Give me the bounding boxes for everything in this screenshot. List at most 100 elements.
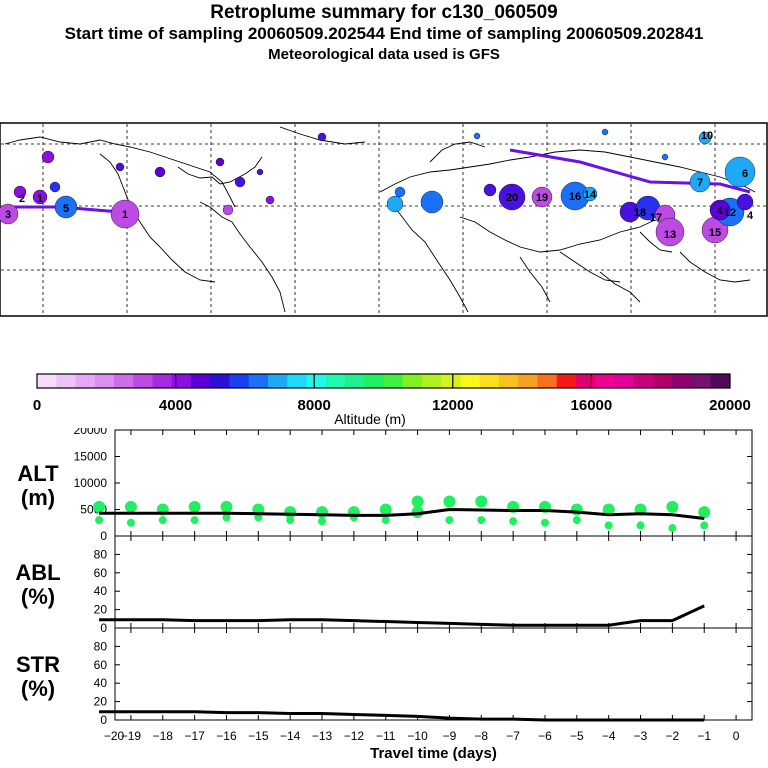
altitude-point [698,506,711,519]
colorbar-cell [191,374,211,388]
trajectory-point [698,131,712,145]
map-trajectory-label: 3 [5,209,11,221]
colorbar-cell [672,374,692,388]
colorbar-tick-label: 8000 [298,397,331,414]
colorbar-cell [37,374,57,388]
plot-title: Retroplume summary for c130_060509 [210,2,558,23]
colorbar-cell [306,374,327,388]
altitude-point [411,495,424,508]
altitude-point [509,517,518,526]
panel-frame [114,535,753,629]
altitude-point [445,516,454,525]
trajectory-point [115,162,125,172]
x-axis-label: Travel time (days) [370,745,497,762]
x-tick-label: −3 [634,729,648,743]
y-tick-label: 40 [94,676,108,690]
series-line [99,710,705,722]
map-trajectory-label: 13 [664,229,676,241]
colorbar-cell [479,374,500,388]
altitude-point [124,500,137,513]
map-trajectory-label: 19 [536,192,548,204]
trajectory-point [154,166,166,178]
colorbar-cell [422,374,442,388]
trajectory-point [709,199,731,221]
altitude-point [379,503,392,516]
colorbar-cell [710,374,731,388]
colorbar-cell [152,374,173,388]
altitude-point [540,518,549,527]
x-tick-label: −16 [216,729,237,743]
y-tick-label: 20 [94,695,108,709]
trajectory-point [582,186,598,202]
altitude-point [572,516,581,525]
trajectory-point [215,157,225,167]
colorbar-title: Altitude (m) [334,411,406,427]
colorbar-cell [441,374,461,388]
map-trajectory-label: 17 [650,212,662,224]
colorbar-cell [287,374,307,388]
x-tick-label: −9 [443,729,457,743]
x-tick-label: −2 [666,729,680,743]
x-tick-label: −17 [184,729,205,743]
colorbar-cell [499,374,519,388]
colorbar-cell [171,374,192,388]
colorbar-cell [633,374,654,388]
colorbar-cell [460,374,481,388]
trajectory-point [110,199,140,229]
altitude-point [286,516,295,525]
colorbar-cell [595,374,615,388]
colorbar-cell [325,374,346,388]
altitude-point [93,500,106,513]
panel-ylabel: (%) [21,676,55,701]
met-data-note: Meteorological data used is GFS [268,46,500,63]
map-trajectory-label: 1 [122,209,128,221]
trajectory-point [54,195,78,219]
trajectory-point [601,128,609,136]
trajectory-point [32,189,48,205]
colorbar-cell [518,374,538,388]
trajectory-point [689,171,711,193]
altitude-point [158,516,167,525]
map-trajectory-label: 10 [701,130,713,142]
y-tick-label: 60 [94,566,108,580]
colorbar-cell [383,374,404,388]
x-tick-label: −13 [312,729,333,743]
x-tick-label: −12 [344,729,365,743]
map-trajectory-label: 4 [717,205,724,217]
map-trajectory-label: 6 [742,168,748,180]
colorbar-cell [402,374,423,388]
colorbar-tick-label: 12000 [432,397,474,414]
y-tick-label: 10000 [74,476,108,490]
x-tick-label: −15 [248,729,269,743]
altitude-point [668,524,677,533]
trajectory-point [655,217,685,247]
colorbar-cell [229,374,250,388]
trajectory-point [256,168,264,176]
trajectory-point [317,132,327,142]
colorbar-cell [94,374,115,388]
x-tick-label: −10 [407,729,428,743]
x-tick-label: −4 [602,729,616,743]
x-tick-label: −7 [506,729,520,743]
map-trajectory-label: 5 [63,203,69,215]
altitude-point [666,500,679,513]
colorbar-cell [537,374,558,388]
y-tick-label: 40 [94,584,108,598]
trajectory-point [222,204,234,216]
trajectory-point [498,183,526,211]
x-tick-label: −18 [153,729,174,743]
panel-ylabel: ALT [17,461,59,486]
colorbar-cell [691,374,712,388]
colorbar-cell [75,374,96,388]
altitude-colorbar: 0 4000 8000 12000 16000 20000 Altitude (m) [33,373,751,427]
map-trajectory-label: 2 [19,193,25,205]
colorbar-cell [268,374,288,388]
altitude-point [126,518,135,527]
map-trajectory-label: 15 [709,227,721,239]
x-tick-label: −6 [538,729,552,743]
altitude-point [636,521,645,530]
map-trajectory-label: 16 [569,191,581,203]
trajectory-point [483,183,497,197]
x-tick-label: −14 [280,729,301,743]
